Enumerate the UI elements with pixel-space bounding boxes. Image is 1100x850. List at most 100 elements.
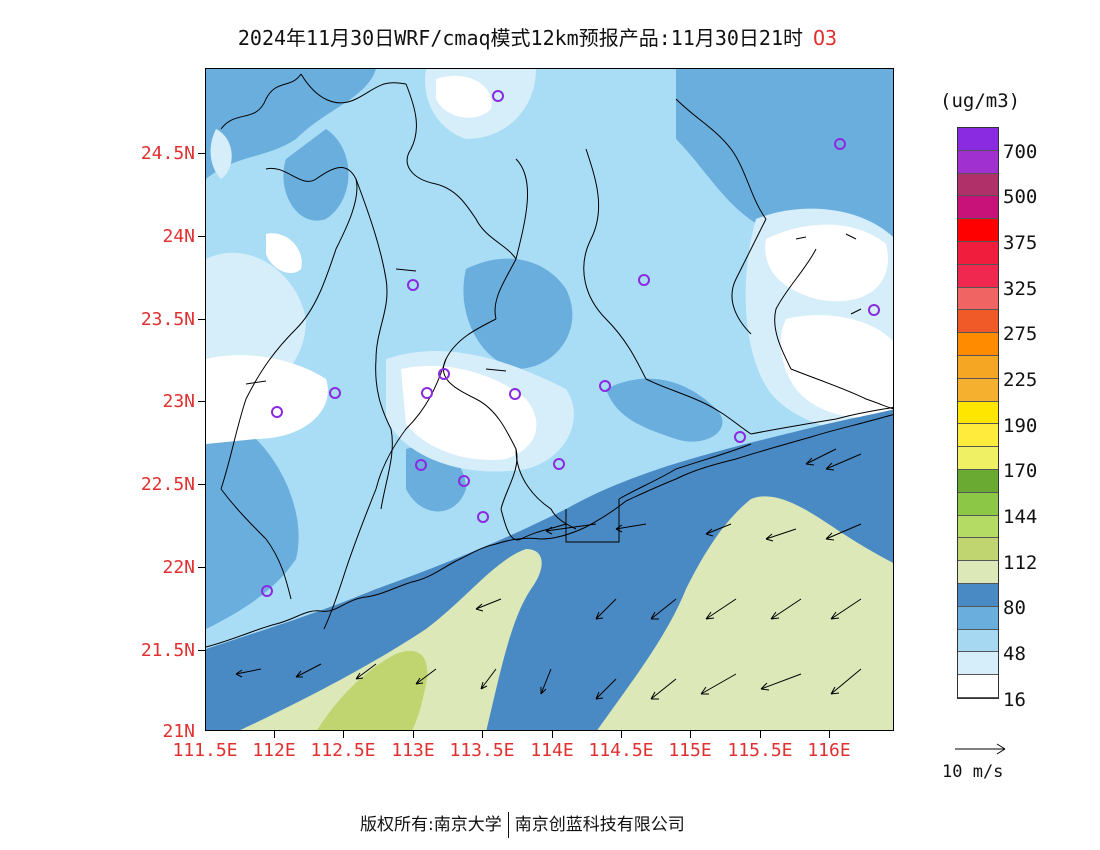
lon-tick [552, 731, 553, 738]
station-marker [492, 90, 504, 102]
lat-label: 22.5N [140, 474, 195, 495]
colorbar-label: 190 [1003, 415, 1038, 437]
coastline [206, 414, 893, 648]
station-marker [438, 368, 450, 380]
colorbar-label: 170 [1003, 460, 1038, 482]
species-label: O3 [813, 26, 838, 50]
colorbar-swatch [958, 287, 998, 311]
copyright-owner: 版权所有:南京大学 [360, 815, 502, 835]
lon-tick [274, 731, 275, 738]
colorbar-label: 275 [1003, 323, 1038, 345]
colorbar-swatch [958, 447, 998, 470]
wind-reference-label: 10 m/s [942, 762, 1004, 782]
lon-tick [482, 731, 483, 738]
station-marker [271, 406, 283, 418]
lon-tick [413, 731, 414, 738]
colorbar-label: 144 [1003, 506, 1038, 528]
station-marker [509, 388, 521, 400]
colorbar-label: 500 [1003, 186, 1038, 208]
wind-vectors [235, 233, 862, 700]
lon-label: 115.5E [727, 740, 793, 761]
wind-reference-arrow-icon [955, 743, 1006, 755]
lon-tick [343, 731, 344, 738]
colorbar-label: 375 [1003, 232, 1038, 254]
lon-tick [829, 731, 830, 738]
station-marker [458, 475, 470, 487]
footer-divider [507, 812, 509, 838]
station-marker [868, 304, 880, 316]
lon-label: 114.5E [588, 740, 654, 761]
colorbar-swatch [958, 241, 998, 265]
colorbar-swatch [958, 378, 998, 402]
lon-label: 112.5E [310, 740, 376, 761]
colorbar-swatch [958, 150, 998, 174]
lon-label: 113.5E [449, 740, 515, 761]
colorbar-swatch [958, 561, 998, 584]
station-marker [834, 138, 846, 150]
colorbar-swatch [958, 538, 998, 562]
lat-label: 24N [162, 226, 195, 247]
colorbar-swatch [958, 196, 998, 220]
colorbar-swatch [958, 583, 998, 607]
colorbar-swatch [958, 469, 998, 493]
lat-label: 23.5N [140, 309, 195, 330]
colorbar-swatch [958, 606, 998, 630]
station-marker [261, 585, 273, 597]
copyright-company: 南京创蓝科技有限公司 [514, 815, 685, 835]
colorbar-swatch [958, 219, 998, 242]
lat-label: 21N [162, 721, 195, 742]
colorbar-label: 48 [1003, 643, 1026, 665]
colorbar-label: 325 [1003, 278, 1038, 300]
colorbar-swatch [958, 310, 998, 334]
lon-tick [621, 731, 622, 738]
colorbar-swatch [958, 652, 998, 676]
colorbar-swatch [958, 424, 998, 448]
lat-tick [198, 484, 205, 485]
map-title-text: 2024年11月30日WRF/cmaq模式12km预报产品:11月30日21时 [237, 26, 803, 50]
colorbar-swatch [958, 629, 998, 653]
monitoring-stations [261, 90, 880, 597]
lat-tick [198, 401, 205, 402]
map-panel [205, 68, 894, 731]
field-112-144 [317, 650, 428, 730]
colorbar-swatch [958, 333, 998, 356]
colorbar-label: 225 [1003, 369, 1038, 391]
colorbar-unit: (ug/m3) [940, 90, 1021, 112]
colorbar-swatch [958, 128, 998, 151]
lat-label: 23N [162, 391, 195, 412]
lon-tick [760, 731, 761, 738]
lat-label: 22N [162, 557, 195, 578]
colorbar-label: 112 [1003, 552, 1038, 574]
station-marker [407, 279, 419, 291]
station-marker [599, 380, 611, 392]
lon-tick [690, 731, 691, 738]
lat-tick [198, 319, 205, 320]
colorbar-swatch [958, 173, 998, 197]
station-marker [734, 431, 746, 443]
field-80-112-offshore [240, 496, 893, 730]
colorbar-swatch [958, 264, 998, 288]
colorbar-swatch [958, 401, 998, 425]
lat-tick [198, 567, 205, 568]
colorbar-label: 700 [1003, 141, 1038, 163]
lat-tick [198, 153, 205, 154]
lat-tick [198, 650, 205, 651]
station-marker [421, 387, 433, 399]
lat-tick [198, 236, 205, 237]
colorbar-swatch [958, 515, 998, 539]
colorbar-swatch [958, 492, 998, 516]
lon-label: 112E [252, 740, 296, 761]
admin-boundaries [220, 73, 893, 630]
colorbar-swatch [958, 675, 998, 698]
colorbar-swatch [958, 355, 998, 379]
station-marker [553, 458, 565, 470]
lon-label: 111.5E [172, 740, 238, 761]
station-marker [638, 274, 650, 286]
field-below-16-patches [206, 75, 893, 460]
station-marker [329, 387, 341, 399]
lon-label: 116E [807, 740, 851, 761]
station-marker [477, 511, 489, 523]
map-title: 2024年11月30日WRF/cmaq模式12km预报产品:11月30日21时 O… [0, 22, 1075, 51]
colorbar-label: 80 [1003, 597, 1026, 619]
lat-label: 24.5N [140, 143, 195, 164]
